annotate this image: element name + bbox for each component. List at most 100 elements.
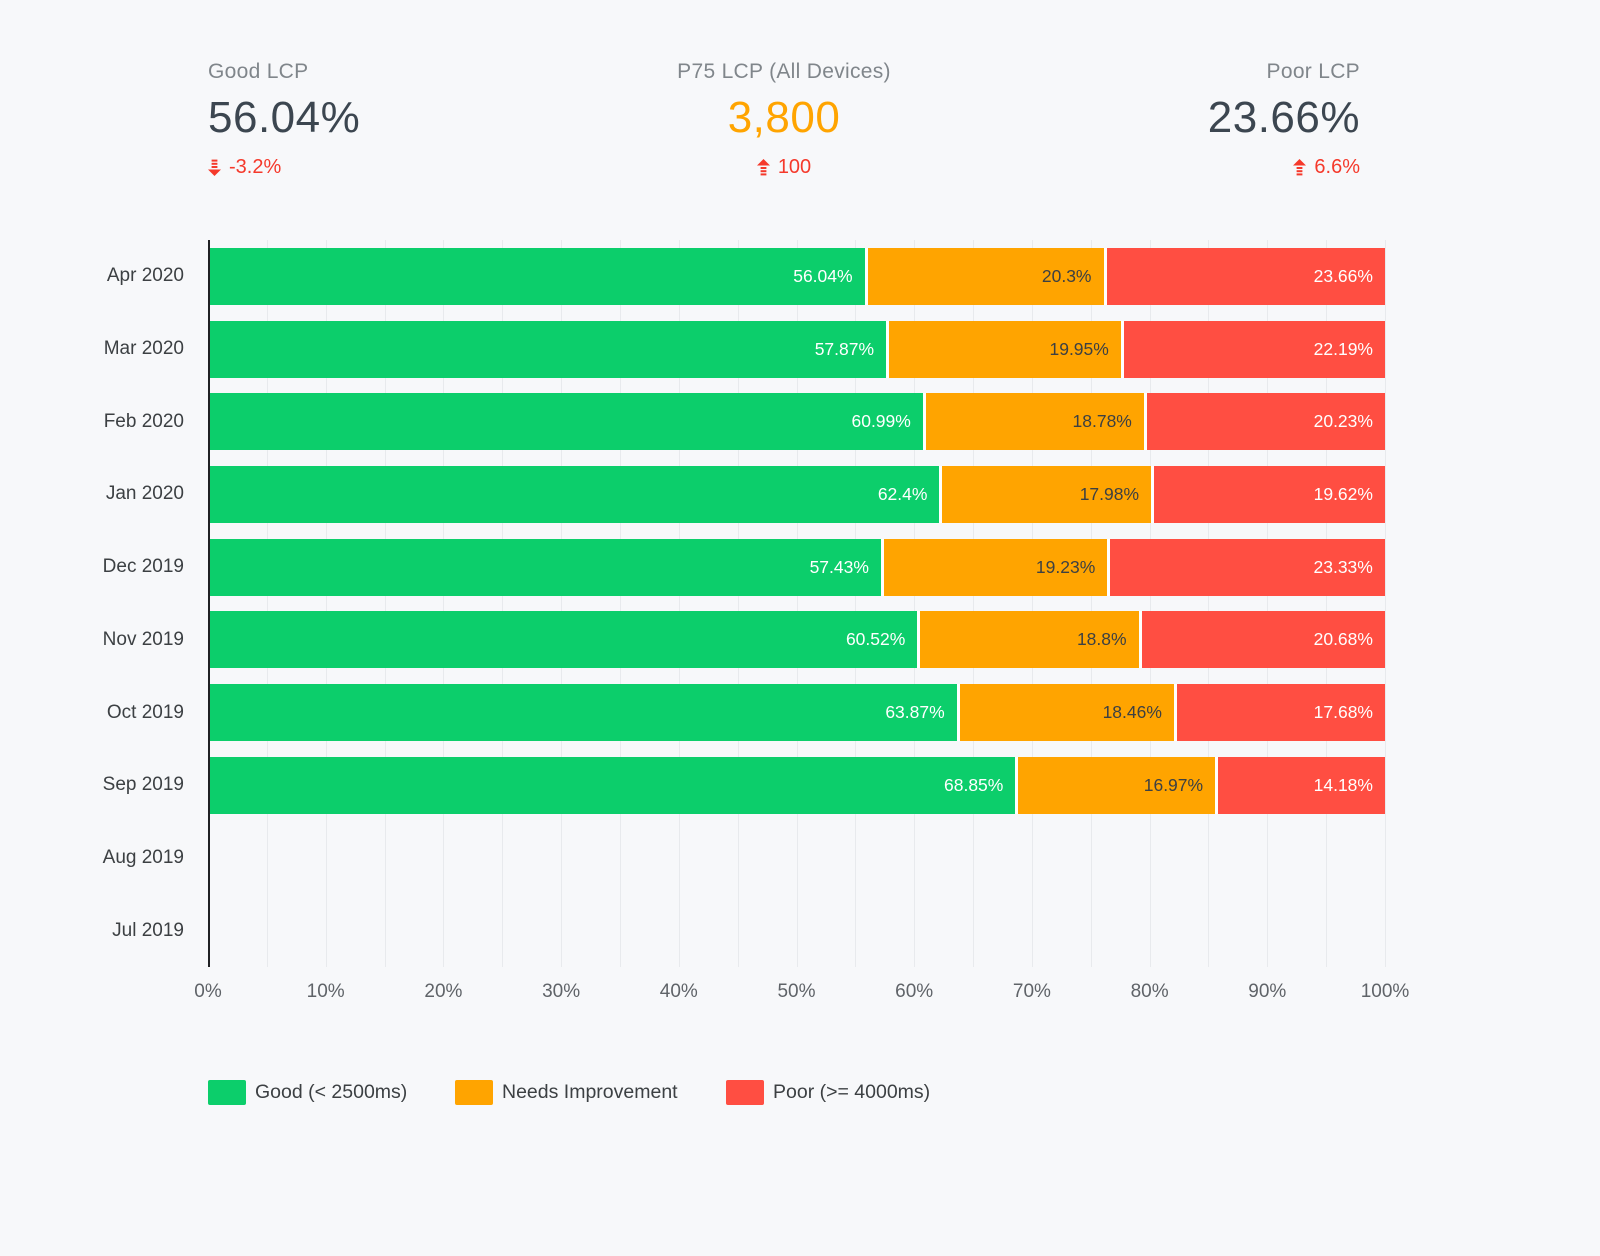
bar-value-label: 19.95% [1049,338,1109,359]
bar-segment-needs-improvement[interactable]: 16.97% [1018,756,1219,814]
gridline [1385,240,1386,967]
bar-value-label: 18.8% [1076,629,1127,650]
x-axis-tick: 70% [1012,981,1051,1002]
bar-row: Aug 2019 [103,822,1385,895]
bar-segment-good[interactable]: 62.4% [208,465,943,523]
stacked-bar: 68.85% 16.97% 14.18% [208,756,1385,814]
scorecard-p75-lcp: P75 LCP (All Devices) 3,800 100 [592,60,976,179]
bar-segment-poor[interactable]: 20.68% [1141,611,1385,669]
y-axis-label: Sep 2019 [102,774,184,796]
bar-segment-needs-improvement[interactable]: 20.3% [867,247,1107,305]
legend-item-good[interactable]: Good (< 2500ms) [208,1080,407,1105]
bar-value-label: 57.43% [809,556,869,577]
gridline [1090,240,1092,967]
bar-segment-good[interactable]: 56.04% [208,247,868,305]
scorecard-value: 56.04% [208,93,361,142]
bar-rows: Apr 2020 56.04% 20.3% 23.66% Mar 2020 57.87% 1… [103,240,1385,967]
bar-value-label: 19.62% [1313,483,1373,504]
y-axis-label: Apr 2020 [106,265,184,287]
bar-row: Jul 2019 [112,894,1385,967]
bar-segment-needs-improvement[interactable]: 18.8% [920,611,1142,669]
gridline [1208,240,1210,967]
bar-segment-good[interactable]: 57.87% [208,320,890,378]
lcp-stacked-bar-chart: Apr 2020 56.04% 20.3% 23.66% Mar 2020 57.87% 1… [103,240,1409,1108]
legend-label: Needs Improvement [502,1081,678,1103]
gridline [678,240,680,967]
arrow-down-icon [208,159,221,176]
bar-value-label: 22.19% [1313,338,1373,359]
bar-row: Nov 2019 60.52% 18.8% 20.68% [103,604,1385,677]
scorecard-change: -3.2% [208,156,592,179]
stacked-bar: 62.4% 17.98% 19.62% [208,465,1385,523]
gridline [1031,240,1033,967]
stacked-bar: 57.87% 19.95% 22.19% [208,320,1385,378]
gridline [914,240,916,967]
bar-segment-good[interactable]: 63.87% [208,684,960,742]
x-axis: 0% 10% 20% 30% 40% 50% 60% 70% 80% 90% 100% [194,981,1409,1011]
x-axis-tick: 20% [424,981,463,1002]
scorecard-change: 100 [756,156,812,179]
bar-segment-good[interactable]: 60.99% [208,393,926,451]
gridline [325,240,327,967]
scorecard-poor-lcp: Poor LCP 23.66% 6.6% [976,60,1360,179]
legend-item-poor[interactable]: Poor (>= 4000ms) [726,1080,930,1105]
scorecard-row: Good LCP 56.04% -3.2% P75 LCP (All Devic… [208,60,1360,179]
bar-segment-needs-improvement[interactable]: 18.46% [959,684,1177,742]
crux-dashboard-page: { "colors": { "background": "#f7f8fa", "… [0,60,1600,1256]
bar-segment-needs-improvement[interactable]: 19.23% [883,538,1111,596]
scorecard-label: P75 LCP (All Devices) [677,60,891,83]
legend-item-needs-improvement[interactable]: Needs Improvement [455,1080,678,1105]
y-axis-label: Jan 2020 [105,483,184,505]
bar-value-label: 20.68% [1313,629,1373,650]
stacked-bar: 60.52% 18.8% 20.68% [208,611,1385,669]
bar-segment-poor[interactable]: 23.33% [1110,538,1385,596]
scorecard-change-value: 6.6% [1314,156,1360,178]
bar-value-label: 18.46% [1102,702,1162,723]
y-axis-label: Mar 2020 [103,338,184,360]
gridline [973,240,975,967]
scorecard-good-lcp: Good LCP 56.04% -3.2% [208,60,592,179]
bar-segment-poor[interactable]: 20.23% [1146,393,1385,451]
bar-row: Jan 2020 62.4% 17.98% 19.62% [106,458,1385,531]
x-axis-tick: 80% [1130,981,1169,1002]
scorecard-label: Good LCP [208,60,309,83]
x-axis-tick: 40% [659,981,698,1002]
bar-segment-needs-improvement[interactable]: 19.95% [889,320,1124,378]
legend: Good (< 2500ms) Needs Improvement Poor (>=… [208,1080,1385,1108]
bar-segment-poor[interactable]: 14.18% [1218,756,1385,814]
gridline [266,240,268,967]
bar-segment-good[interactable]: 68.85% [208,756,1019,814]
bar-segment-good[interactable]: 57.43% [208,538,884,596]
x-axis-tick: 100% [1360,981,1410,1002]
bar-segment-poor[interactable]: 22.19% [1123,320,1385,378]
bar-row: Dec 2019 57.43% 19.23% 23.33% [103,531,1385,604]
x-axis-tick: 90% [1248,981,1287,1002]
legend-swatch [726,1080,764,1105]
bar-segment-poor[interactable]: 17.68% [1176,684,1385,742]
x-axis-tick: 60% [895,981,934,1002]
stacked-bar: 57.43% 19.23% 23.33% [208,538,1385,596]
y-axis-line [208,240,210,967]
x-axis-tick: 0% [194,981,222,1002]
bar-value-label: 17.68% [1313,702,1373,723]
plot-area: Apr 2020 56.04% 20.3% 23.66% Mar 2020 57.87% 1… [103,240,1386,967]
bar-value-label: 16.97% [1143,774,1204,795]
bar-value-label: 20.23% [1313,411,1373,432]
bar-segment-poor[interactable]: 23.66% [1106,247,1385,305]
y-axis-label: Feb 2020 [103,410,184,432]
bar-value-label: 14.18% [1313,774,1373,795]
bar-segment-poor[interactable]: 19.62% [1154,465,1385,523]
bar-segment-needs-improvement[interactable]: 18.78% [925,393,1147,451]
scorecard-value: 23.66% [1207,93,1360,142]
y-axis-label: Oct 2019 [106,701,184,723]
gridline [619,240,621,967]
scorecard-value: 3,800 [727,93,841,142]
arrow-up-icon [1293,159,1307,176]
y-axis-label: Aug 2019 [102,846,184,868]
bar-value-label: 56.04% [793,265,853,286]
x-axis-tick: 10% [306,981,345,1002]
bar-row: Mar 2020 57.87% 19.95% 22.19% [104,313,1385,386]
bar-segment-needs-improvement[interactable]: 17.98% [942,465,1155,523]
scorecard-change-value: 100 [777,156,812,178]
bar-segment-good[interactable]: 60.52% [208,611,921,669]
